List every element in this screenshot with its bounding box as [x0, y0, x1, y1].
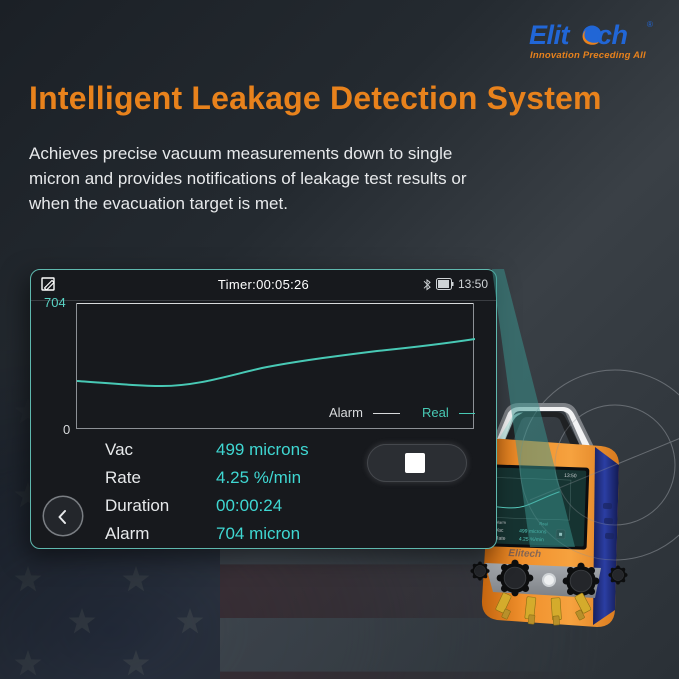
svg-text:®: ®	[647, 20, 653, 29]
svg-text:ch: ch	[597, 20, 628, 50]
svg-text:Elit: Elit	[529, 20, 571, 50]
svg-text:Innovation Preceding All: Innovation Preceding All	[530, 50, 646, 61]
